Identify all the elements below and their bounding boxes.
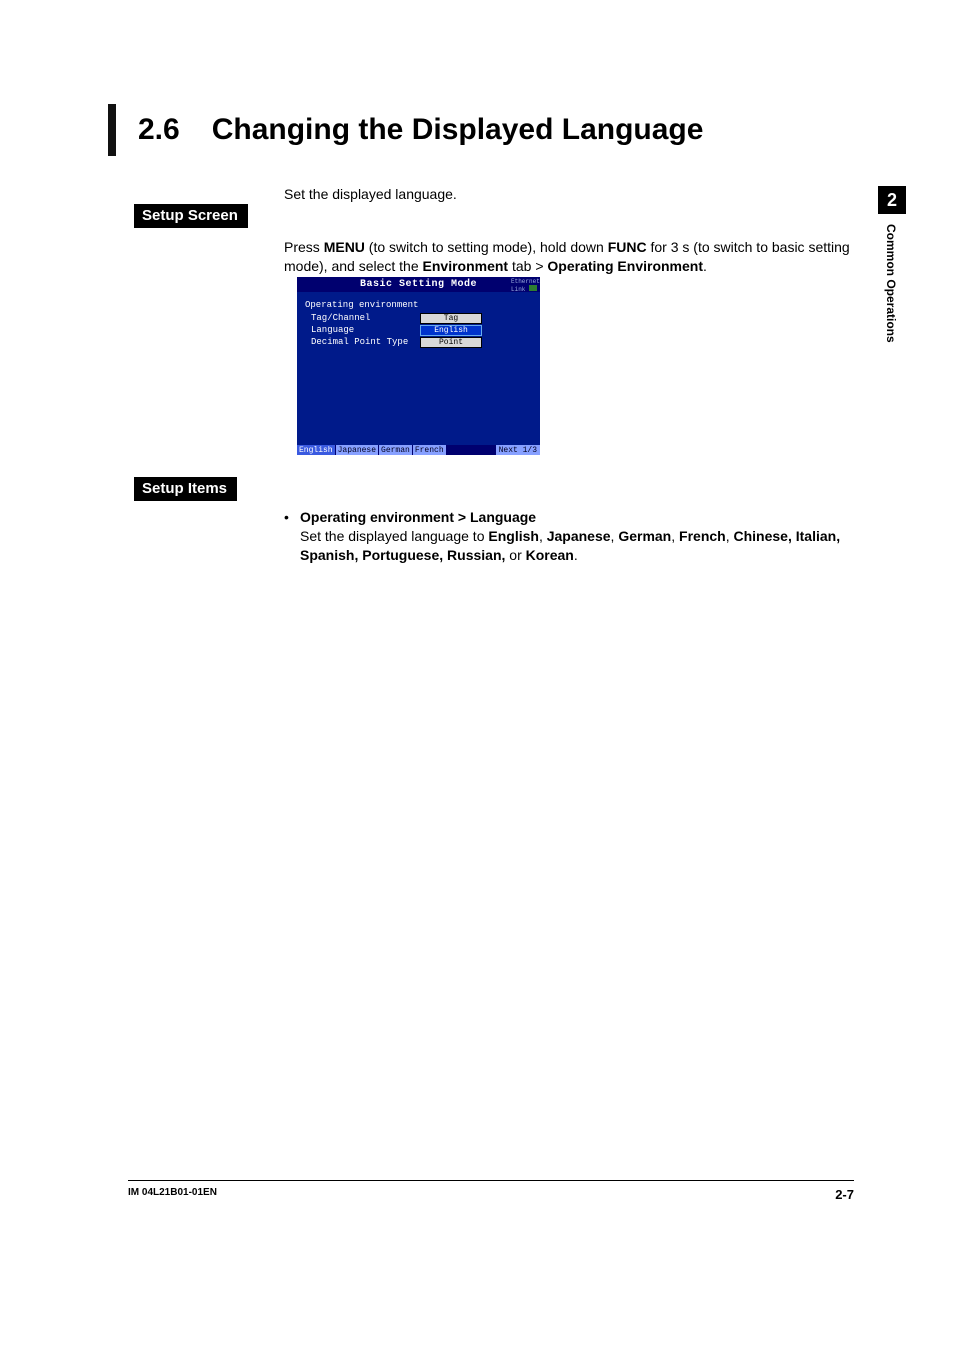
text-fragment: Set the displayed language to bbox=[300, 528, 488, 544]
text-fragment: , bbox=[726, 528, 734, 544]
setup-items-body: • Operating environment > Language Set t… bbox=[284, 508, 844, 565]
text-fragment: . bbox=[574, 547, 578, 563]
side-tab: 2 Common Operations bbox=[878, 186, 906, 366]
link-indicator-icon bbox=[529, 285, 537, 291]
side-tab-number: 2 bbox=[878, 186, 906, 214]
environment-tab: Environment bbox=[423, 258, 509, 274]
device-footer-spacer bbox=[447, 445, 496, 455]
device-header-title: Basic Setting Mode bbox=[360, 279, 477, 290]
side-tab-text: Common Operations bbox=[878, 224, 898, 343]
device-body: Operating environment Tag/Channel Tag La… bbox=[297, 292, 540, 445]
text-fragment: . bbox=[703, 258, 707, 274]
device-row: Language English bbox=[305, 324, 532, 336]
func-key: FUNC bbox=[608, 239, 647, 255]
footer-doc-id: IM 04L21B01-01EN bbox=[128, 1187, 217, 1198]
device-footer-next: Next 1/3 bbox=[496, 445, 540, 455]
text-fragment: Press bbox=[284, 239, 324, 255]
lang-korean: Korean bbox=[526, 547, 574, 563]
bullet-dot-icon: • bbox=[284, 508, 300, 565]
bullet-item: • Operating environment > Language Set t… bbox=[284, 508, 844, 565]
intro-text: Set the displayed language. bbox=[284, 186, 457, 202]
device-row: Decimal Point Type Point bbox=[305, 336, 532, 348]
setup-screen-label: Setup Screen bbox=[134, 204, 248, 228]
operating-environment: Operating Environment bbox=[547, 258, 703, 274]
page-footer: IM 04L21B01-01EN 2-7 bbox=[128, 1180, 854, 1210]
setup-items-label: Setup Items bbox=[134, 477, 237, 501]
text-fragment: (to switch to setting mode), hold down bbox=[365, 239, 608, 255]
menu-key: MENU bbox=[324, 239, 365, 255]
text-fragment: or bbox=[505, 547, 525, 563]
device-header: Basic Setting Mode Ethernet Link bbox=[297, 277, 540, 292]
footer-page-number: 2-7 bbox=[835, 1187, 854, 1202]
ethernet-link-icon: Ethernet Link bbox=[511, 279, 537, 290]
lang-french: French bbox=[679, 528, 726, 544]
device-row-value: Tag bbox=[420, 313, 482, 324]
device-row: Tag/Channel Tag bbox=[305, 312, 532, 324]
setup-screen-text: Press MENU (to switch to setting mode), … bbox=[284, 238, 852, 276]
device-footer-button: Japanese bbox=[336, 445, 379, 455]
heading-marker bbox=[108, 104, 116, 156]
heading-number: 2.6 bbox=[138, 113, 180, 147]
device-row-value-selected: English bbox=[420, 325, 482, 336]
device-row-label: Tag/Channel bbox=[305, 313, 420, 323]
heading-title: Changing the Displayed Language bbox=[212, 113, 704, 147]
device-row-label: Decimal Point Type bbox=[305, 337, 420, 347]
bullet-content: Operating environment > Language Set the… bbox=[300, 508, 844, 565]
lang-english: English bbox=[488, 528, 539, 544]
text-fragment: , bbox=[539, 528, 547, 544]
lang-german: German bbox=[618, 528, 671, 544]
device-footer: English Japanese German French Next 1/3 bbox=[297, 445, 540, 455]
bullet-title: Operating environment > Language bbox=[300, 508, 844, 527]
text-fragment: , bbox=[671, 528, 679, 544]
device-section-title: Operating environment bbox=[305, 300, 532, 310]
device-row-value: Point bbox=[420, 337, 482, 348]
device-row-label: Language bbox=[305, 325, 420, 335]
device-screenshot: Basic Setting Mode Ethernet Link Operati… bbox=[297, 277, 540, 455]
bullet-body: Set the displayed language to English, J… bbox=[300, 527, 844, 565]
device-footer-button-selected: English bbox=[297, 445, 336, 455]
lang-japanese: Japanese bbox=[547, 528, 611, 544]
section-heading: 2.6 Changing the Displayed Language bbox=[108, 104, 854, 156]
text-fragment: tab > bbox=[508, 258, 547, 274]
device-footer-button: French bbox=[413, 445, 447, 455]
device-footer-button: German bbox=[379, 445, 413, 455]
